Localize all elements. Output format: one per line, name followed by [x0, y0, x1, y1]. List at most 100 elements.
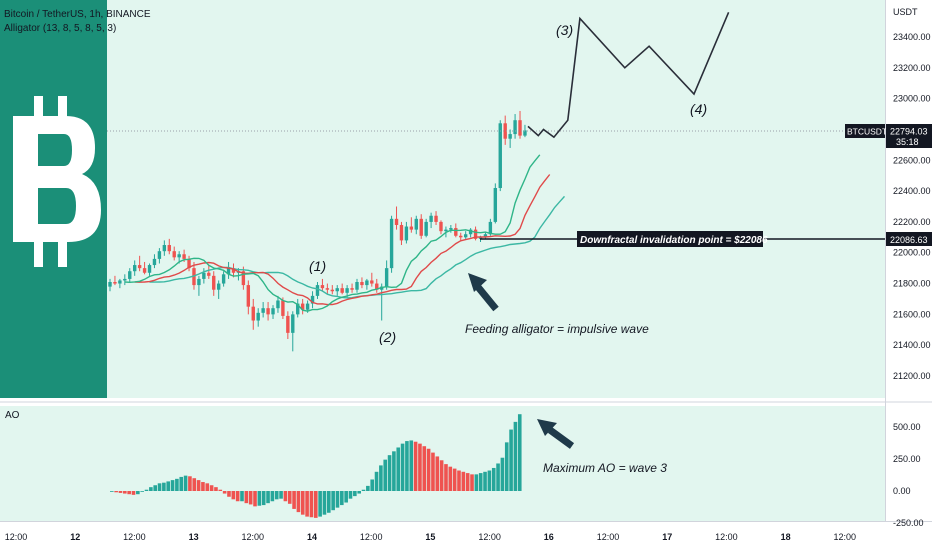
ao-axis[interactable]: 500.00 250.00 0.00 -250.00 — [893, 422, 924, 528]
candle — [483, 234, 488, 238]
price-tick-label: 23400.00 — [893, 32, 931, 42]
candle — [261, 308, 265, 313]
candle — [281, 300, 285, 316]
symbol-title[interactable]: Bitcoin / TetherUS, 1h, BINANCE — [4, 9, 151, 20]
bitcoin-logo-stem-bottom-left — [34, 238, 43, 267]
ao-tick-label: -250.00 — [893, 518, 924, 528]
candle — [152, 258, 157, 266]
bitcoin-logo-stem-top-right — [58, 96, 67, 122]
wave-projection-path[interactable] — [527, 11, 730, 139]
chart-legend: Bitcoin / TetherUS, 1h, BINANCE Alligato… — [4, 8, 151, 36]
ao-bar — [370, 479, 374, 491]
candle — [113, 282, 117, 284]
wave-1-label: (1) — [309, 258, 326, 274]
price-axis-background — [885, 0, 932, 521]
time-tick-label: 12 — [70, 532, 80, 542]
max-ao-note: Maximum AO = wave 3 — [543, 461, 667, 475]
alligator-indicator — [124, 154, 566, 312]
indicator-title[interactable]: Alligator (13, 8, 5, 8, 5, 3) — [4, 23, 117, 34]
ao-bar — [470, 474, 474, 491]
candle — [315, 285, 320, 296]
ao-bar — [136, 491, 140, 495]
candle — [212, 275, 216, 290]
ao-bar — [491, 467, 496, 491]
ao-bar — [383, 459, 388, 491]
candle — [370, 280, 374, 284]
ao-bar — [222, 491, 227, 494]
ao-bar — [474, 474, 479, 491]
ao-bar — [227, 491, 231, 497]
ao-bar — [500, 457, 505, 491]
candle — [271, 308, 275, 315]
price-tick-label: 21600.00 — [893, 309, 931, 319]
last-price-badge — [886, 124, 932, 148]
ao-bar — [327, 491, 331, 513]
ao-bar — [292, 491, 296, 509]
candle — [256, 312, 260, 321]
time-tick-label: 12:00 — [834, 532, 857, 542]
ao-bar — [409, 440, 414, 491]
ao-pane-label: AO — [5, 410, 20, 421]
ao-bar — [483, 471, 487, 491]
ao-bar — [431, 452, 435, 491]
ao-bar — [266, 491, 270, 504]
price-tick-label: 22600.00 — [893, 155, 931, 165]
price-tick-label: 22000.00 — [893, 248, 931, 258]
candle — [305, 303, 310, 310]
time-tick-label: 14 — [307, 532, 317, 542]
arrow-shaft — [547, 427, 575, 449]
candle — [463, 234, 468, 238]
ao-bar — [504, 442, 509, 491]
ao-bar — [461, 471, 466, 491]
ao-bar — [140, 491, 144, 492]
ao-bar — [487, 470, 492, 491]
price-tick-label: 22200.00 — [893, 217, 931, 227]
candle — [523, 130, 527, 136]
candle — [360, 282, 364, 286]
wave-4-label: (4) — [690, 101, 707, 117]
candle — [365, 280, 369, 286]
candle — [137, 265, 142, 269]
candle — [389, 218, 394, 269]
ao-bar — [444, 464, 448, 491]
ao-bar — [439, 460, 444, 491]
ao-bar — [465, 473, 470, 491]
ao-bar — [300, 491, 305, 515]
candle — [202, 272, 206, 279]
alligator-line — [124, 154, 541, 312]
candle — [488, 221, 493, 235]
ao-bar — [127, 491, 131, 495]
ao-bar — [123, 491, 127, 494]
symbol-badge-text: BTCUSDT — [847, 127, 887, 137]
price-tick-label: 22400.00 — [893, 186, 931, 196]
candle — [419, 218, 423, 236]
ao-bar — [366, 485, 370, 491]
ao-histogram — [110, 414, 522, 518]
time-tick-label: 12:00 — [5, 532, 28, 542]
candle — [162, 245, 167, 252]
ao-bar — [318, 491, 322, 517]
ao-bar — [396, 447, 401, 491]
ao-bar — [279, 491, 283, 499]
ao-bar — [435, 456, 440, 491]
time-axis[interactable]: 12:00 12 12:00 13 12:00 14 12:00 15 12:00 16 12:00… — [5, 532, 856, 542]
ao-bar — [192, 478, 197, 491]
ao-bar — [287, 491, 292, 504]
ao-bar — [348, 491, 353, 499]
ao-tick-label: 500.00 — [893, 422, 921, 432]
ao-bar — [253, 491, 257, 507]
candle — [286, 315, 290, 333]
candle — [330, 289, 334, 292]
ao-bar — [452, 468, 457, 491]
level-price-value: 22086.63 — [890, 235, 928, 245]
price-tick-label: 21400.00 — [893, 340, 931, 350]
ao-bar — [513, 421, 518, 491]
ao-bar — [457, 470, 461, 491]
ao-bar — [418, 443, 422, 491]
candle — [182, 254, 186, 259]
candle — [142, 268, 147, 273]
price-pane-background — [0, 0, 885, 398]
price-tick-label: 21200.00 — [893, 371, 931, 381]
time-tick-label: 12:00 — [123, 532, 146, 542]
ao-bar — [214, 487, 218, 491]
